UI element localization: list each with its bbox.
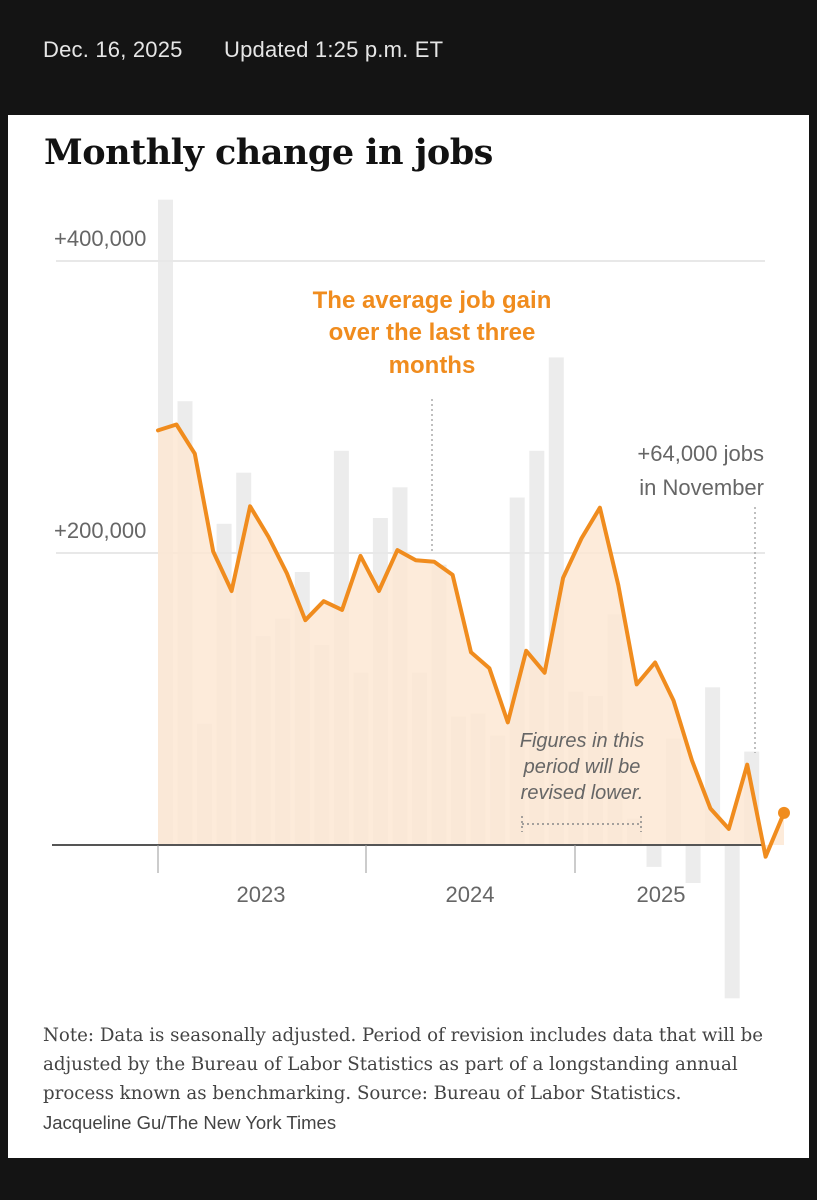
revision-annotation-line-2: period will be bbox=[523, 756, 641, 778]
latest-point-marker bbox=[778, 806, 790, 819]
revision-annotation-line-1: Figures in this bbox=[520, 730, 645, 752]
x-label-2024: 2024 bbox=[446, 882, 495, 907]
x-label-2025: 2025 bbox=[637, 882, 686, 907]
x-label-2023: 2023 bbox=[237, 882, 286, 907]
average-annotation-line-3: months bbox=[389, 352, 476, 379]
y-tick-label-400k: +400,000 bbox=[54, 226, 146, 251]
chart-card: Monthly change in jobs +400,000 +200,000… bbox=[8, 115, 809, 1158]
average-annotation-line-2: over the last three bbox=[329, 319, 536, 346]
chart-credit: Jacqueline Gu/The New York Times bbox=[43, 1112, 337, 1133]
chart-note: Note: Data is seasonally adjusted. Perio… bbox=[43, 1021, 773, 1138]
bar-26 bbox=[646, 845, 662, 867]
publish-date: Dec. 16, 2025 bbox=[43, 37, 183, 62]
chart-title: Monthly change in jobs bbox=[44, 132, 493, 173]
average-annotation-line-1: The average job gain bbox=[313, 287, 552, 314]
chart-svg: +400,000 +200,000 2023 2024 2025 The ave… bbox=[52, 199, 790, 999]
latest-annotation-line-2: in November bbox=[639, 475, 764, 500]
top-bar: Dec. 16, 2025 Updated 1:25 p.m. ET bbox=[0, 0, 817, 115]
average-area bbox=[158, 424, 784, 857]
note-text: Note: Data is seasonally adjusted. Perio… bbox=[43, 1025, 764, 1104]
updated-time: Updated 1:25 p.m. ET bbox=[224, 37, 444, 62]
average-line bbox=[156, 422, 786, 859]
y-tick-label-200k: +200,000 bbox=[54, 518, 146, 543]
bottom-bar bbox=[0, 1158, 817, 1200]
bar-28 bbox=[685, 845, 701, 883]
latest-annotation-line-1: +64,000 jobs bbox=[637, 441, 764, 466]
revision-annotation-line-3: revised lower. bbox=[521, 782, 644, 804]
bar-30 bbox=[724, 845, 740, 999]
